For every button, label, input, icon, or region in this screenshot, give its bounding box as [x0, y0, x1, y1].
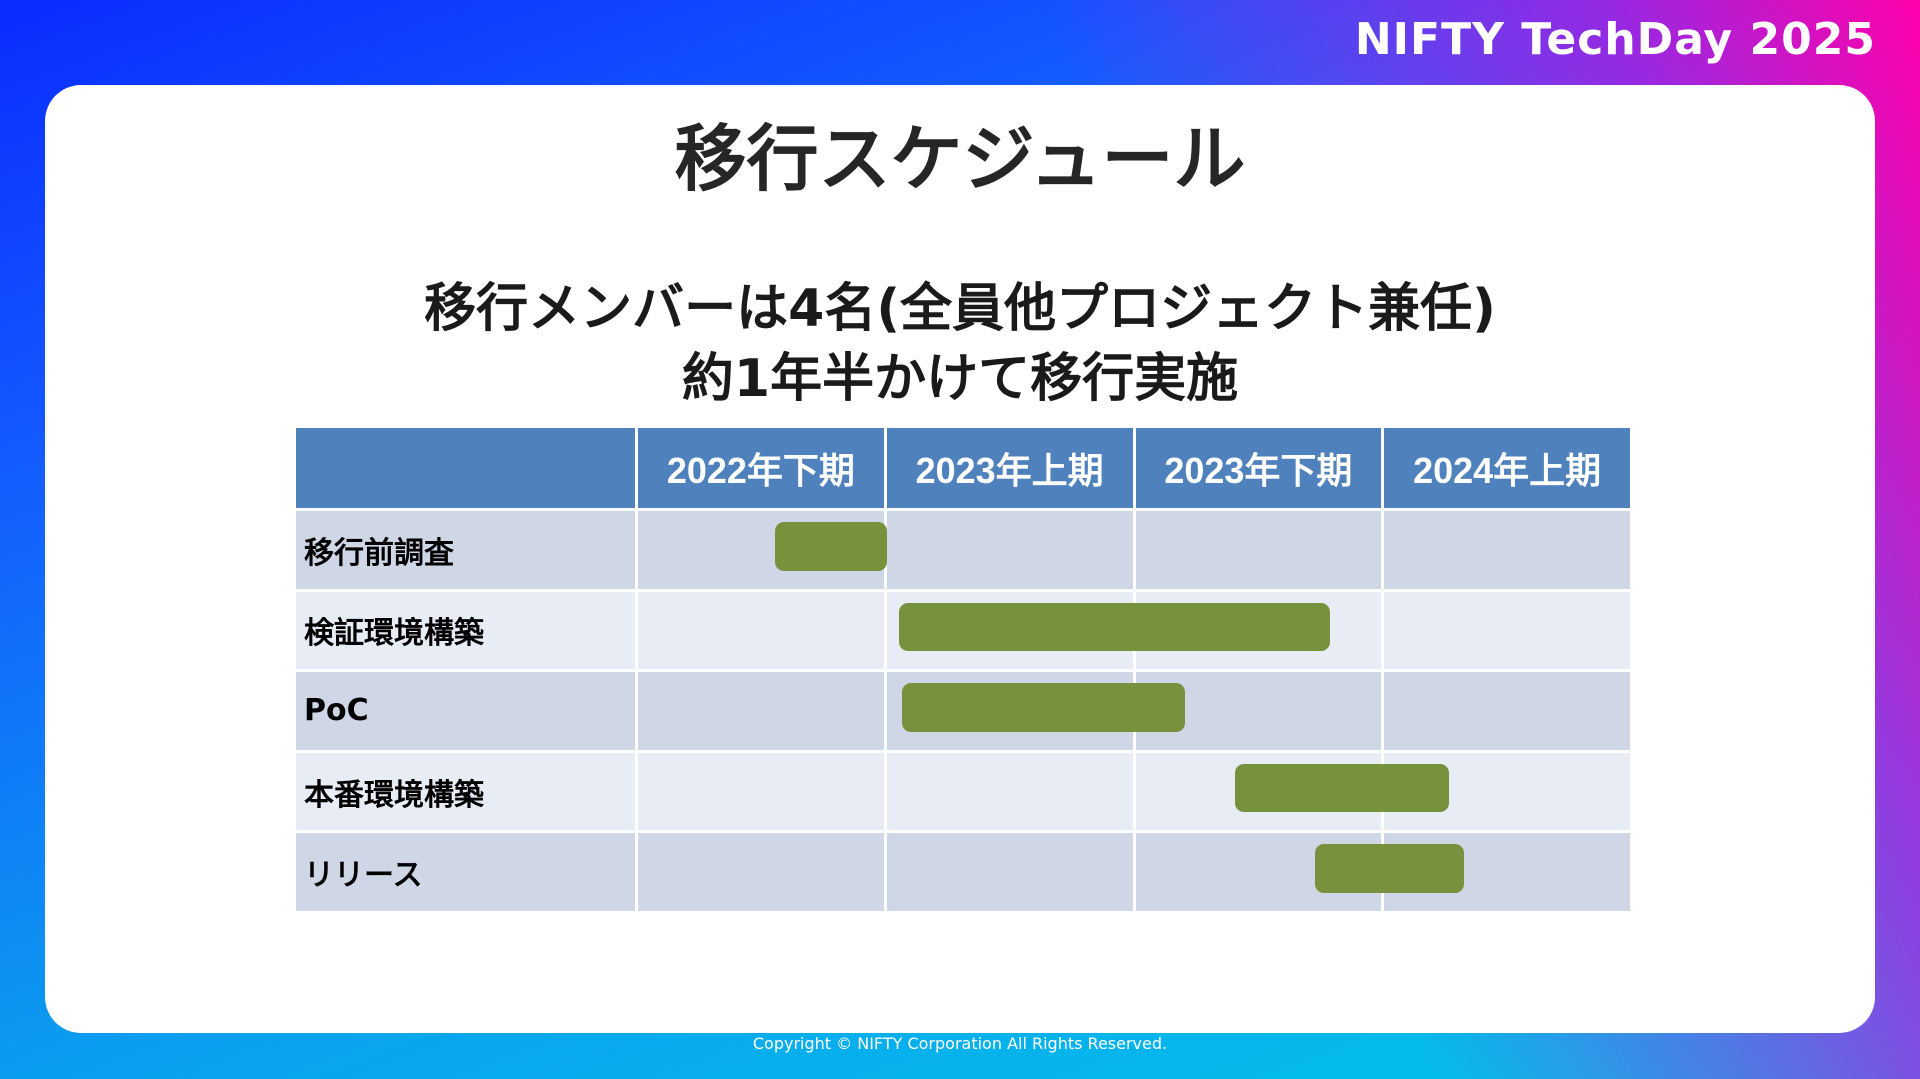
task-bar	[899, 602, 1330, 652]
period-header: 2022年下期	[638, 428, 887, 508]
period-header: 2024年上期	[1384, 428, 1633, 508]
brand-logo: NIFTY TechDay 2025	[1354, 14, 1876, 65]
gantt-cell	[886, 830, 1136, 911]
task-bar	[1235, 763, 1449, 813]
copyright-footer: Copyright © NIFTY Corporation All Rights…	[752, 1034, 1168, 1053]
gantt-cell	[1135, 508, 1385, 589]
gantt-cell	[1135, 830, 1385, 911]
gantt-chart: 2022年下期 2023年上期 2023年下期 2024年上期移行前調査 検証環境構築 P…	[296, 428, 1633, 911]
gantt-header-corner	[296, 428, 638, 508]
task-label: 移行前調査	[296, 508, 638, 589]
slide-title: 移行スケジュール	[674, 117, 1246, 201]
gantt-cell	[1384, 588, 1633, 670]
task-label: リリース	[296, 830, 638, 911]
gantt-cell	[1384, 669, 1633, 750]
period-header: 2023年上期	[886, 428, 1136, 508]
gantt-cell	[638, 830, 887, 911]
gantt-cell	[1384, 830, 1633, 911]
task-label: PoC	[296, 669, 638, 750]
task-bar	[901, 683, 1186, 732]
gantt-cell	[886, 508, 1136, 589]
gantt-cell	[638, 749, 887, 831]
task-bar	[1314, 844, 1464, 893]
task-label: 本番環境構築	[296, 749, 638, 831]
gantt-cell	[886, 749, 1136, 831]
gantt-cell	[638, 588, 887, 670]
subtitle-line-1: 移行メンバーは4名(全員他プロジェクト兼任)	[424, 279, 1496, 339]
task-bar	[774, 522, 887, 571]
gantt-cell	[1384, 508, 1633, 589]
period-header: 2023年下期	[1135, 428, 1385, 508]
subtitle-line-2: 約1年半かけて移行実施	[681, 349, 1239, 409]
task-label: 検証環境構築	[296, 588, 638, 670]
gantt-cell	[638, 669, 887, 750]
